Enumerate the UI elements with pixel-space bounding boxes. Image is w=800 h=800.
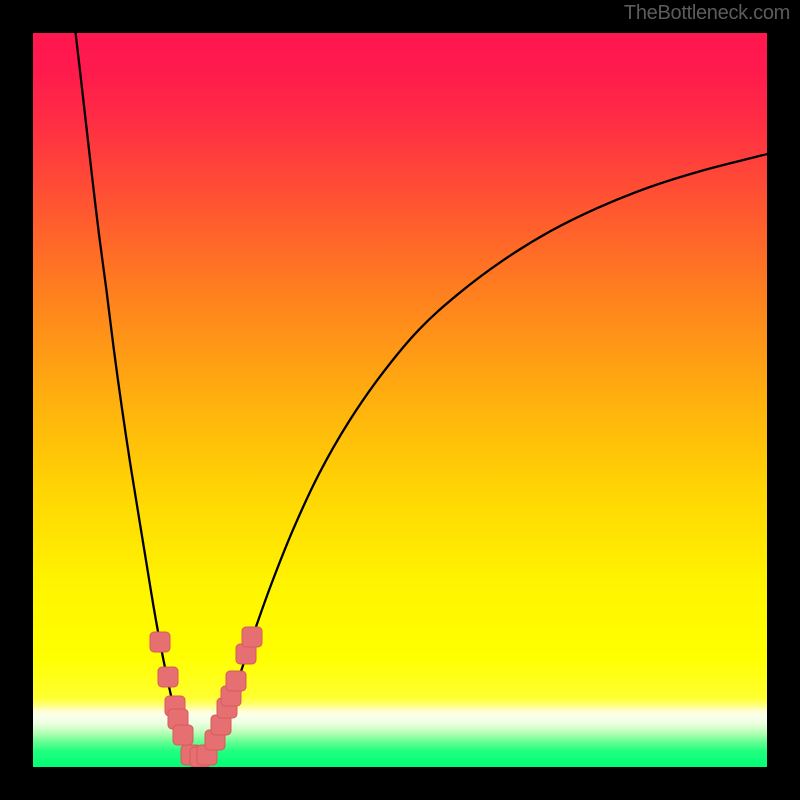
chart-container: TheBottleneck.com (0, 0, 800, 800)
data-marker (149, 632, 170, 653)
bottleneck-curve (76, 33, 767, 766)
data-marker (158, 666, 179, 687)
plot-area (33, 33, 767, 767)
data-marker (241, 627, 262, 648)
data-marker (226, 671, 247, 692)
watermark-text: TheBottleneck.com (624, 2, 790, 25)
data-marker (172, 725, 193, 746)
curves-layer (33, 33, 767, 767)
